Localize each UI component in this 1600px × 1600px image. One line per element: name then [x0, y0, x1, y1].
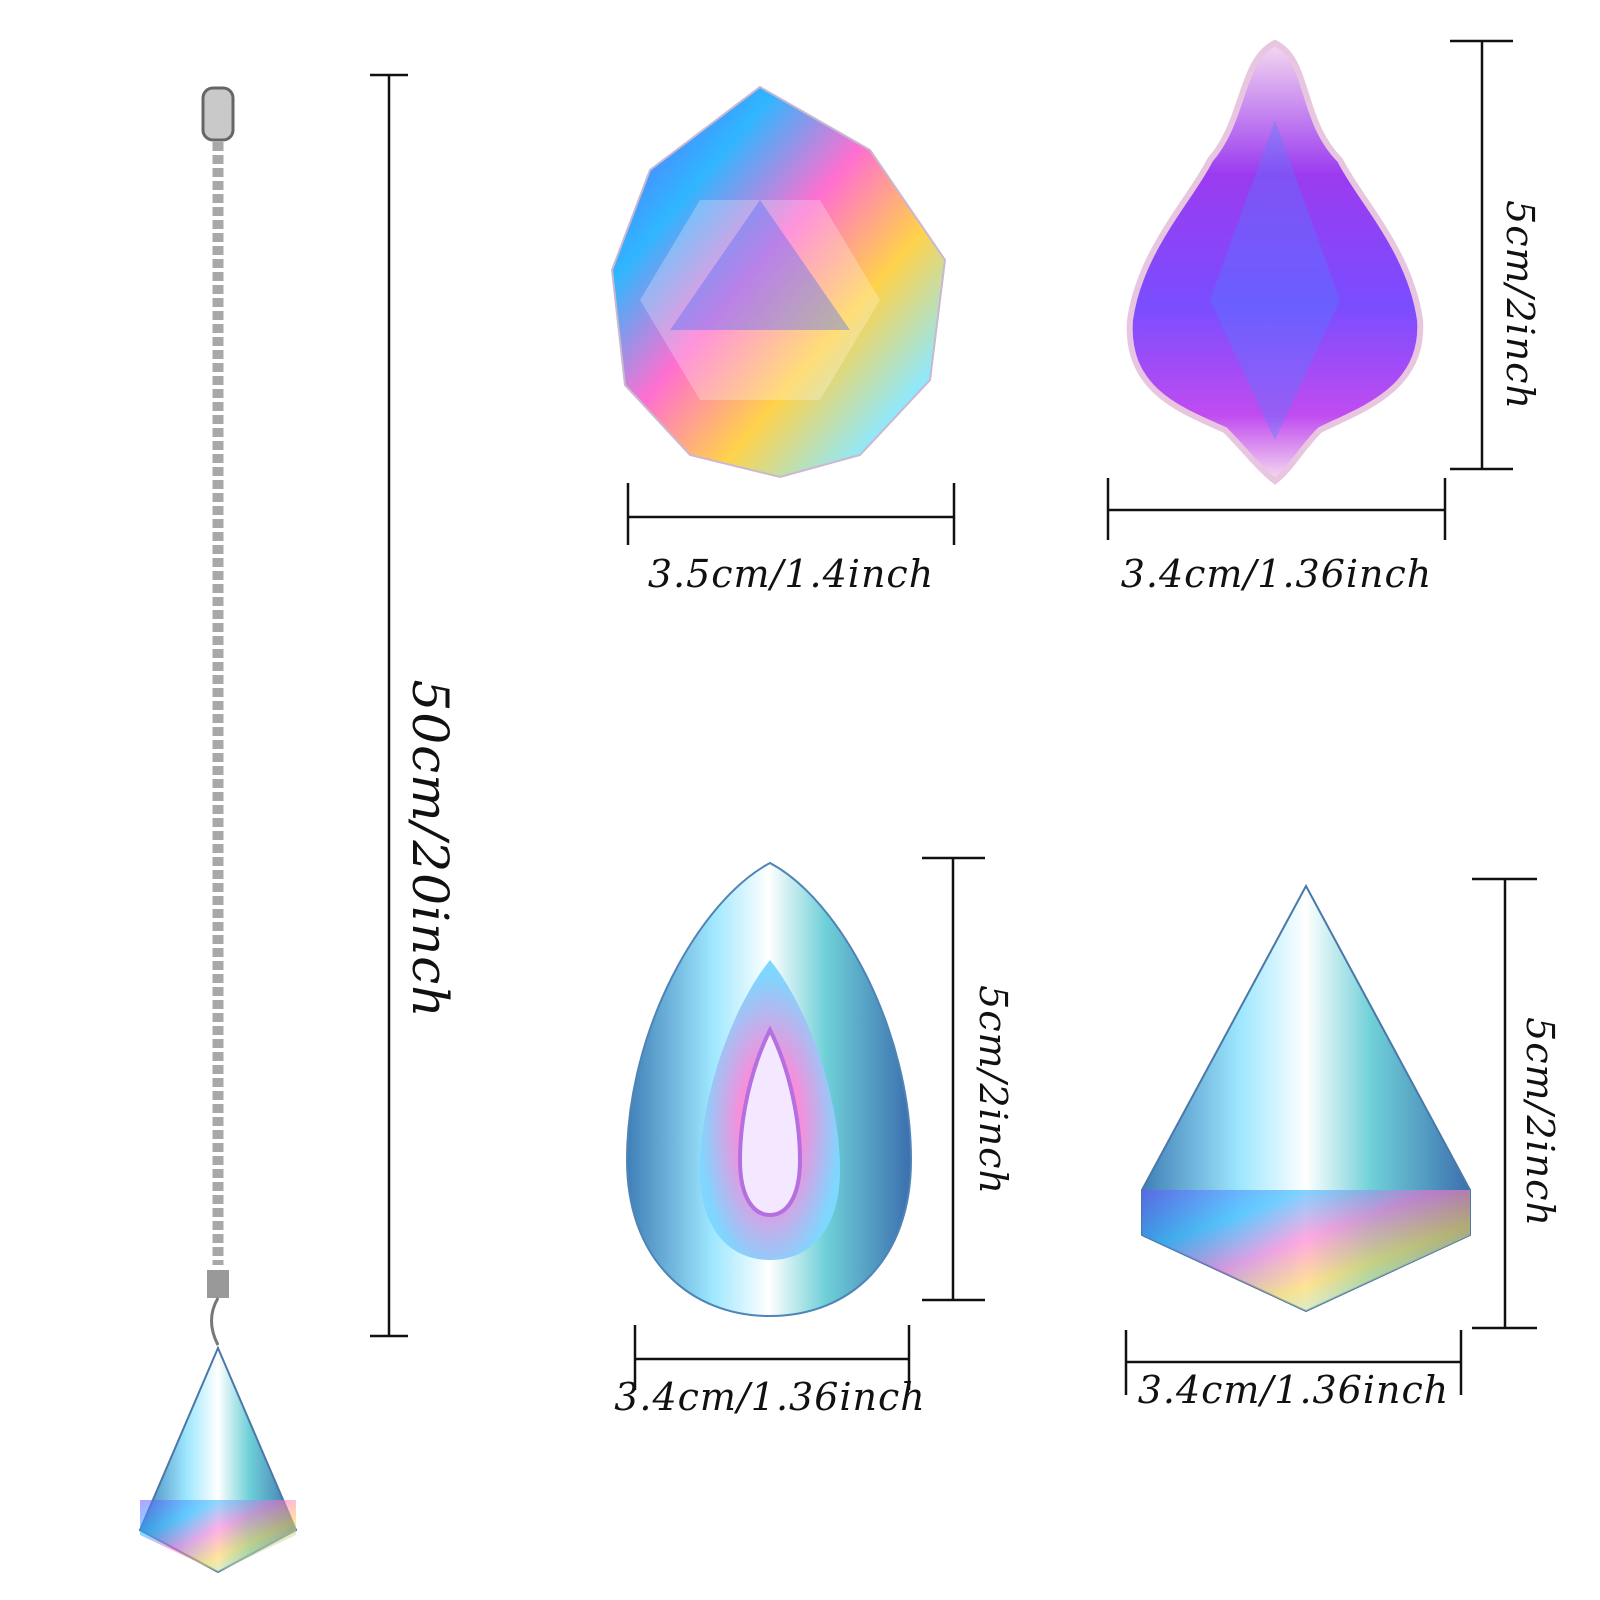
pendant-cone-crystal [138, 1345, 298, 1574]
bead-chain [201, 86, 235, 1346]
leaf-height-label: 5cm/2inch [1498, 200, 1542, 410]
teardrop-height-label: 5cm/2inch [971, 985, 1015, 1195]
teardrop-crystal [625, 861, 913, 1318]
ball-width-label: 3.5cm/1.4inch [647, 552, 935, 596]
chain-length-label: 50cm/20inch [401, 679, 459, 1019]
dimension-lines [370, 39, 1537, 1395]
cone-width-label: 3.4cm/1.36inch [1137, 1368, 1450, 1412]
teardrop-width-label: 3.4cm/1.36inch [614, 1375, 926, 1419]
cone-height-label: 5cm/2inch [1518, 1017, 1562, 1227]
maple-leaf-crystal [1126, 39, 1424, 485]
ball-crystal [610, 85, 947, 479]
cone-crystal [1141, 883, 1471, 1313]
leaf-width-label: 3.4cm/1.36inch [1120, 552, 1433, 596]
